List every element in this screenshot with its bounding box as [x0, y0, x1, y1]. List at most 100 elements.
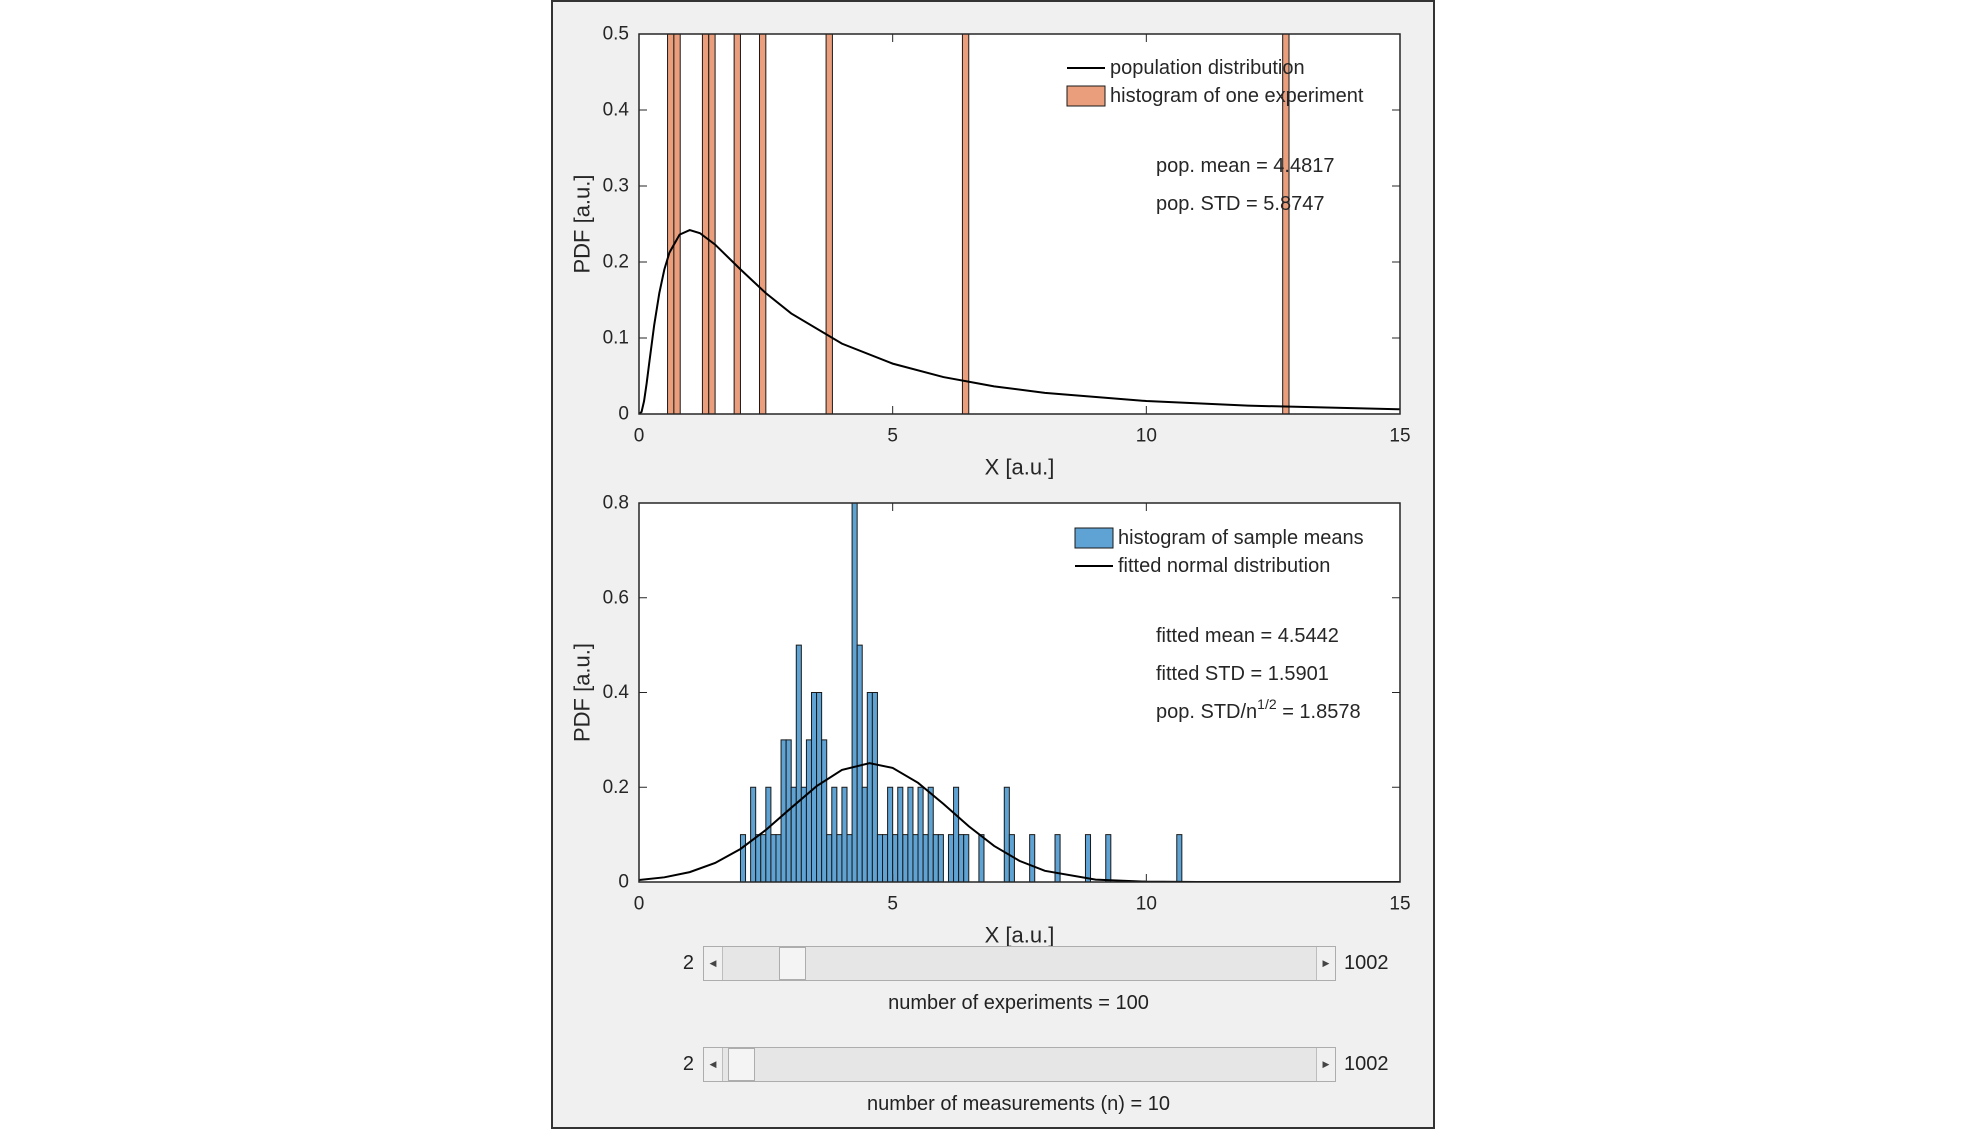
slider-track[interactable]: ◀ ▶ [703, 946, 1336, 981]
slider-group: 2 ◀ ▶ 1002 number of measurements (n) = … [0, 1047, 1985, 1127]
line [639, 762, 1400, 882]
histogram-bar [866, 692, 873, 882]
histogram-bar [760, 834, 767, 882]
x-tick-label: 0 [634, 894, 645, 915]
histogram-bar [927, 786, 934, 882]
legend-label: histogram of one experiment [1110, 85, 1364, 107]
y-tick-label: 0.2 [603, 252, 629, 273]
histogram-bar [1003, 786, 1010, 882]
histogram-bar [800, 786, 807, 882]
histogram-bar [733, 34, 741, 414]
histogram-bar [937, 834, 944, 882]
annotation-part: pop. STD = 5.8747 [1156, 193, 1324, 215]
histogram-bar [708, 34, 716, 414]
annotation-part: pop. mean = 4.4817 [1156, 155, 1334, 177]
histogram-bar [1029, 834, 1036, 882]
plot-area [639, 503, 1400, 882]
x-tick-label: 10 [1136, 894, 1157, 915]
annotation-part: 1/2 [1257, 696, 1277, 712]
caption-value: 100 [1115, 992, 1149, 1014]
histogram-bar [958, 834, 965, 882]
histogram-bar [765, 786, 772, 882]
plot-area [639, 34, 1400, 414]
y-tick-label: 0.5 [603, 24, 629, 45]
x-axis-label: X [a.u.] [985, 455, 1055, 480]
histogram-bar [1105, 834, 1112, 882]
histogram-bar [758, 34, 767, 414]
histogram-bar [821, 739, 828, 882]
x-axis-label: X [a.u.] [985, 923, 1055, 948]
histogram-bar [922, 834, 929, 882]
y-axis-label: PDF [a.u.] [570, 643, 595, 742]
annotation: pop. STD = 5.8747 [1156, 193, 1324, 215]
x-tick-label: 15 [1389, 894, 1410, 915]
y-tick-label: 0.4 [603, 682, 630, 703]
annotation: fitted mean = 4.5442 [1156, 625, 1339, 647]
histogram-bar [902, 834, 909, 882]
histogram-bar [897, 786, 904, 882]
caption-label: number of measurements (n) = [867, 1093, 1143, 1115]
slider-right-arrow[interactable]: ▶ [1316, 1048, 1335, 1081]
slider-max: 1002 [1344, 952, 1389, 974]
y-tick-label: 0.1 [603, 328, 629, 349]
histogram-bar [816, 692, 823, 882]
x-tick-label: 5 [887, 426, 898, 447]
line [639, 229, 1400, 414]
histogram-bar [947, 834, 955, 882]
slider-thumb[interactable] [727, 1048, 755, 1081]
histogram-bar [892, 834, 899, 882]
histogram-bar [790, 786, 797, 882]
histogram-bar [861, 786, 868, 882]
y-tick-label: 0.2 [603, 777, 629, 798]
histogram-bar [887, 786, 894, 882]
slider-min: 2 [682, 952, 694, 974]
histogram-bar [882, 834, 889, 882]
slider-max: 1002 [1344, 1053, 1389, 1075]
histogram-bar [739, 834, 747, 882]
histogram-bar [841, 786, 848, 882]
histogram-bar [912, 834, 919, 882]
histogram-bar [876, 834, 884, 882]
annotation: pop. STD/n1/2 = 1.8578 [1156, 696, 1361, 723]
slider-track[interactable]: ◀ ▶ [703, 1047, 1336, 1082]
histogram-bar [795, 644, 802, 882]
histogram-bar [805, 739, 812, 882]
histogram-bar [770, 834, 777, 882]
histogram-bar [826, 834, 833, 882]
histogram-bar [780, 739, 787, 882]
histogram-bar [917, 786, 924, 882]
y-tick-label: 0.6 [603, 587, 629, 608]
y-tick-label: 0 [618, 404, 629, 425]
histogram-bar [1054, 834, 1061, 882]
histogram-bar [953, 786, 960, 882]
slider-thumb[interactable] [778, 947, 806, 980]
histogram-bar [932, 834, 939, 882]
histogram-bar [1176, 834, 1183, 882]
x-tick-label: 15 [1389, 426, 1410, 447]
histogram-bar [673, 34, 681, 414]
histogram-bar [831, 786, 838, 882]
legend-label: fitted normal distribution [1118, 555, 1330, 577]
y-tick-label: 0.8 [603, 493, 629, 514]
histogram-bar [667, 34, 675, 414]
annotation-part: = 1.8578 [1277, 701, 1361, 723]
annotation: pop. mean = 4.4817 [1156, 155, 1334, 177]
histogram-bar [750, 786, 757, 882]
histogram-bar [961, 34, 970, 414]
histogram-bar [1084, 834, 1092, 882]
slider-left-arrow[interactable]: ◀ [704, 1048, 723, 1081]
histogram-bar [701, 34, 710, 414]
caption-value: 10 [1147, 1093, 1170, 1115]
y-axis-label: PDF [a.u.] [570, 174, 595, 273]
histogram-bar [825, 34, 833, 414]
histogram-bar [1282, 34, 1290, 414]
histogram-bar [907, 786, 914, 882]
slider-caption: number of experiments = 100 [703, 992, 1334, 1015]
x-tick-label: 0 [634, 426, 645, 447]
legend-patch [1074, 527, 1114, 549]
slider-right-arrow[interactable]: ▶ [1316, 947, 1335, 980]
slider-left-arrow[interactable]: ◀ [704, 947, 723, 980]
legend-patch [1066, 85, 1106, 107]
histogram-bar [836, 834, 843, 882]
